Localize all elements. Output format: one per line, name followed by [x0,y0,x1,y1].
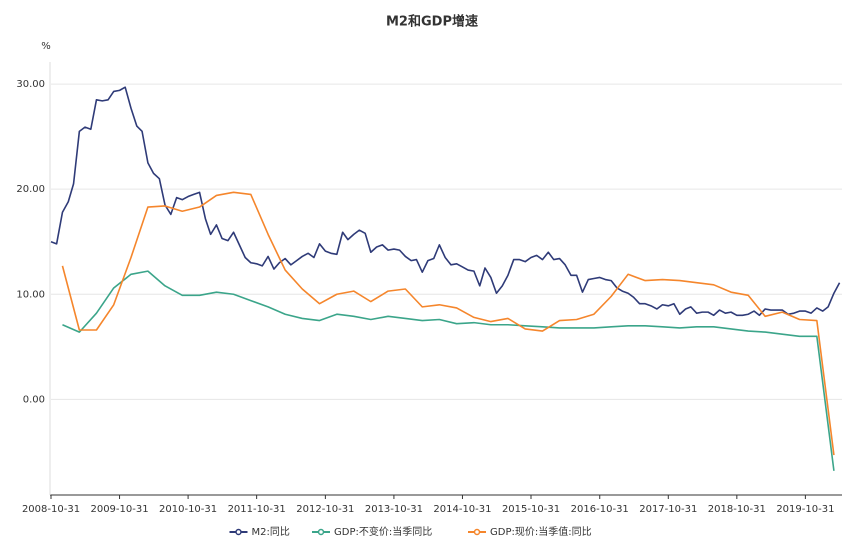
legend-label: GDP:现价:当季值:同比 [490,525,592,538]
x-tick-label: 2019-10-31 [776,504,834,515]
series-line [50,86,841,317]
legend-marker [235,528,242,536]
y-tick-label: 30.00 [16,79,45,90]
x-tick-label: 2012-10-31 [296,504,354,515]
legend-label: M2:同比 [252,526,290,538]
y-tick-label: 20.00 [16,184,45,195]
x-tick-label: 2008-10-31 [22,504,80,515]
x-tick-label: 2014-10-31 [433,504,491,515]
legend-marker [317,528,325,536]
x-tick-label: 2011-10-31 [228,504,286,515]
y-tick-label: 10.00 [16,289,45,300]
x-tick-label: 2017-10-31 [639,504,697,515]
x-tick-label: 2015-10-31 [502,504,560,515]
y-unit: % [41,41,51,52]
chart-title: M2和GDP增速 [386,14,478,30]
x-tick-label: 2018-10-31 [708,504,766,515]
legend-marker [473,528,481,536]
x-tick-label: 2016-10-31 [571,504,629,515]
x-tick-label: 2009-10-31 [90,504,148,515]
series-line [61,191,835,456]
legend-label: GDP:不变价:当季同比 [334,525,432,538]
y-tick-label: 0.00 [23,394,45,405]
series-line [62,270,835,471]
x-tick-label: 2013-10-31 [365,504,423,515]
x-tick-label: 2010-10-31 [159,504,217,515]
